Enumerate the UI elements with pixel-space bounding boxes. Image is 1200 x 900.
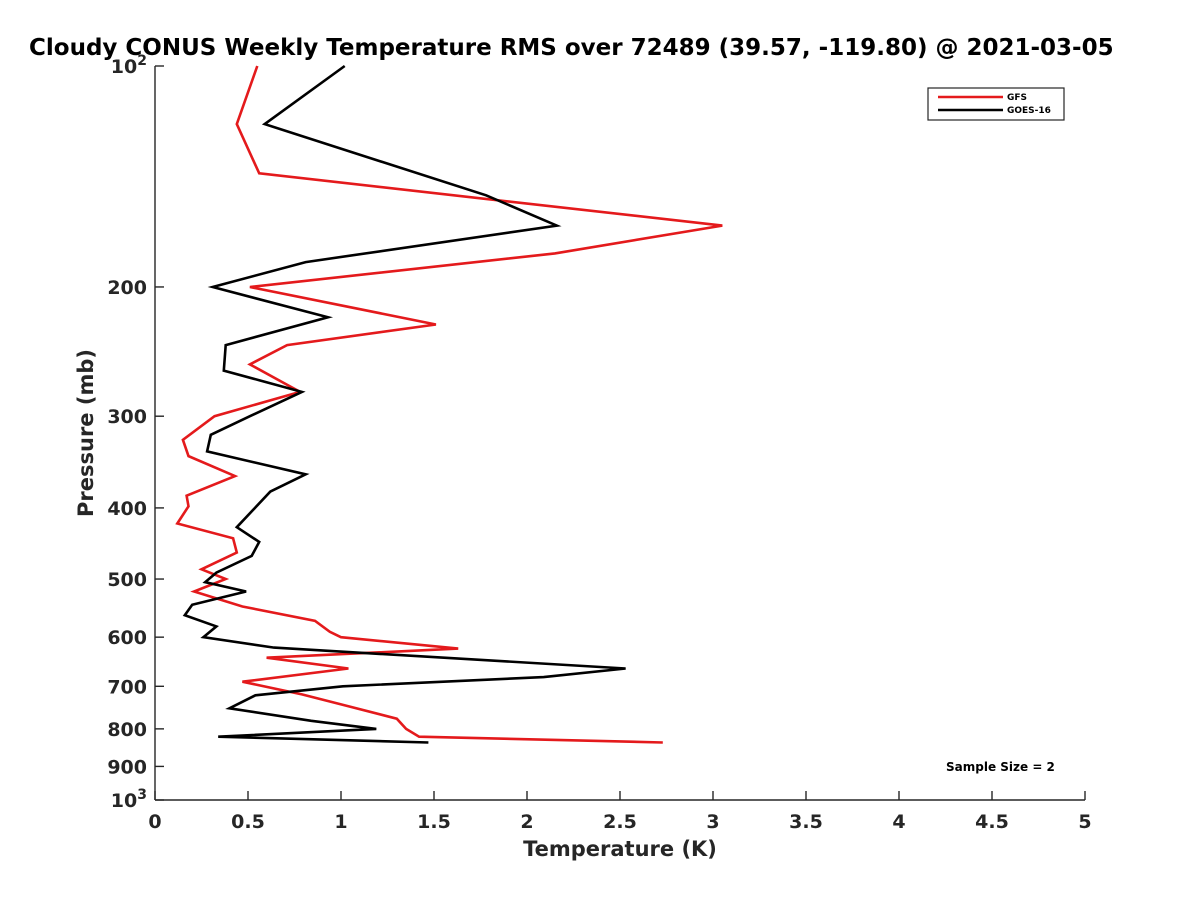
y-tick-label: 500	[107, 569, 147, 591]
x-tick-label: 0	[148, 811, 161, 833]
y-tick-label: 400	[107, 498, 147, 520]
legend-box	[927, 87, 1065, 121]
sample-size-annotation: Sample Size = 2	[946, 760, 1055, 774]
y-tick-label: 900	[107, 756, 147, 778]
y-tick-label: 102	[111, 53, 147, 78]
x-tick-label: 3.5	[789, 811, 823, 833]
y-axis-label: Pressure (mb)	[74, 349, 98, 517]
x-tick-label: 4	[892, 811, 905, 833]
y-tick-label: 700	[107, 676, 147, 698]
series-line-goes16	[182, 64, 626, 744]
x-tick-label: 4.5	[975, 811, 1009, 833]
y-tick-label: 300	[107, 406, 147, 428]
series-layer	[175, 64, 723, 744]
x-axis-label: Temperature (K)	[523, 837, 717, 861]
x-tick-label: 3	[706, 811, 719, 833]
axis-layer: 0 0.5 1 1.5 2 2.5 3 3.5 4 4.5 5 102 200 300 400 500 600 7…	[107, 53, 1091, 833]
chart-title: Cloudy CONUS Weekly Temperature RMS over…	[29, 35, 1114, 61]
legend-label-gfs: GFS	[1007, 93, 1027, 103]
series-line-gfs	[175, 65, 723, 744]
y-tick-label: 200	[107, 277, 147, 299]
x-tick-label: 2.5	[603, 811, 637, 833]
x-tick-label: 1.5	[417, 811, 451, 833]
legend-label-goes16: GOES-16	[1007, 106, 1051, 116]
y-tick-label: 800	[107, 719, 147, 741]
x-tick-label: 5	[1078, 811, 1091, 833]
x-tick-label: 0.5	[231, 811, 265, 833]
y-tick-label: 103	[111, 787, 147, 812]
y-tick-label: 600	[107, 627, 147, 649]
x-tick-label: 2	[520, 811, 533, 833]
x-tick-label: 1	[334, 811, 347, 833]
legend: GFS GOES-16	[927, 87, 1065, 121]
